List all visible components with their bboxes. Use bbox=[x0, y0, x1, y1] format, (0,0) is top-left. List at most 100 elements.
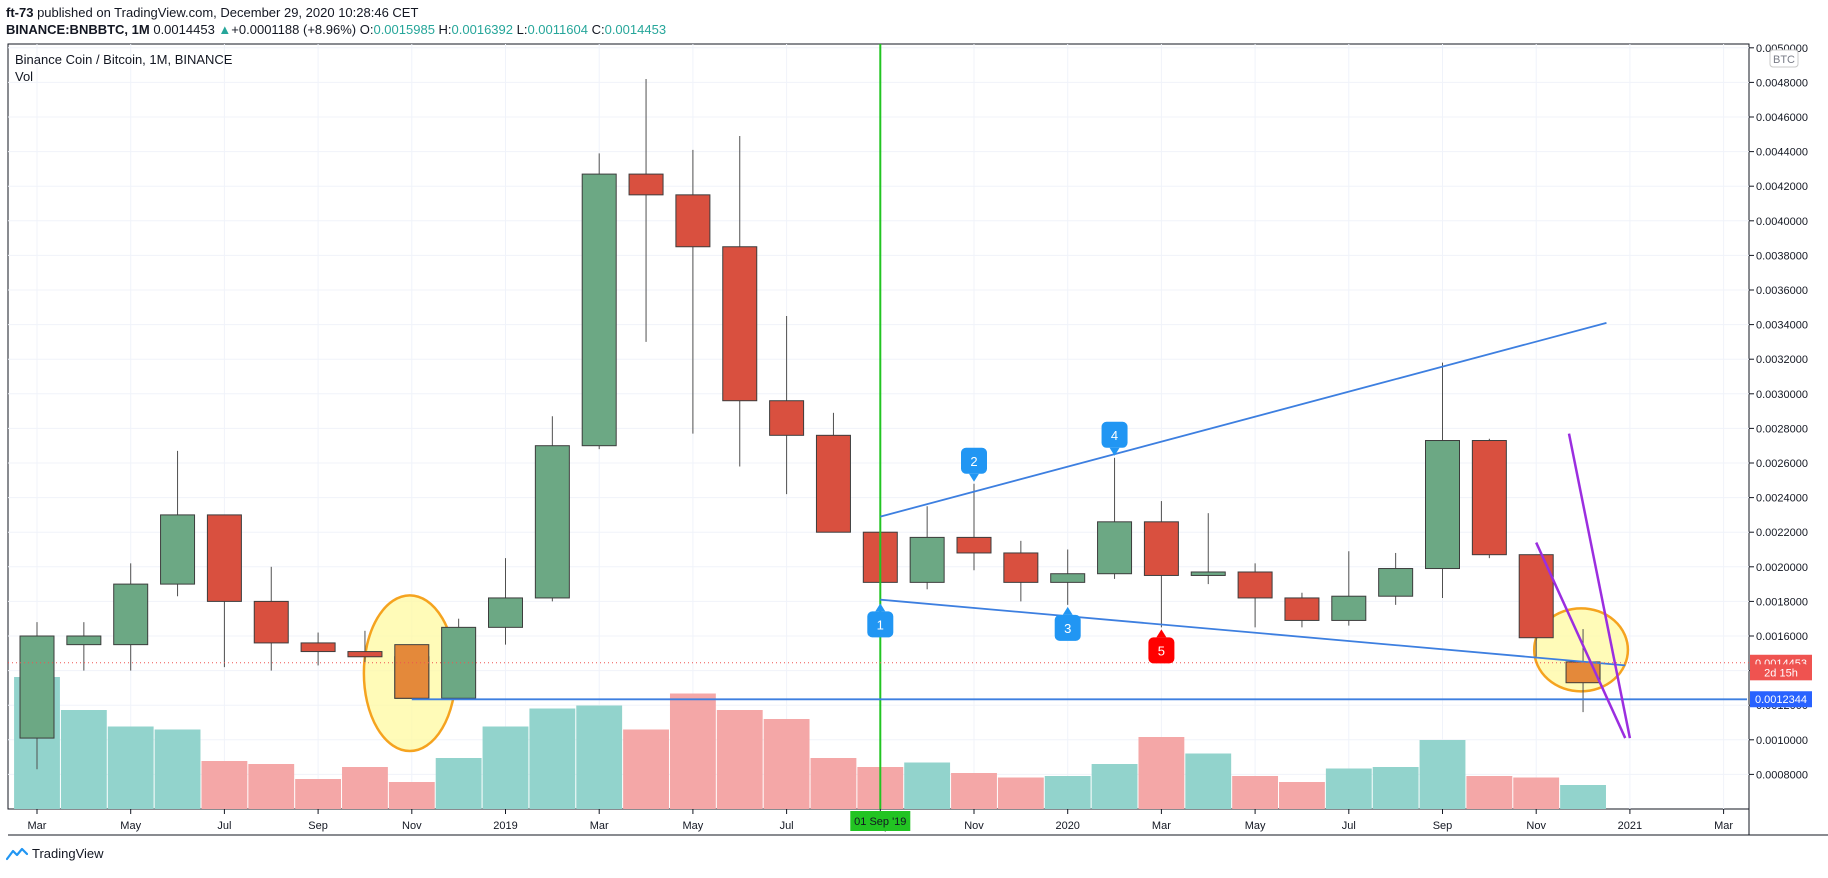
marker-pointer bbox=[1109, 447, 1120, 456]
price-axis[interactable]: 0.00080000.00100000.00120000.00140000.00… bbox=[1749, 43, 1812, 782]
y-tick-label: 0.0016000 bbox=[1756, 631, 1808, 643]
marker-pointer bbox=[969, 473, 979, 482]
x-tick-label: May bbox=[683, 820, 704, 832]
volume-bar bbox=[576, 705, 623, 809]
y-tick-label: 0.0022000 bbox=[1756, 527, 1808, 539]
marker-label: 1 bbox=[877, 617, 884, 632]
candle-body bbox=[769, 400, 805, 436]
trendline bbox=[880, 598, 1626, 667]
volume-bar bbox=[154, 729, 201, 809]
open-label: O: bbox=[359, 22, 374, 37]
close-value: 0.0014453 bbox=[604, 22, 667, 37]
candle-body bbox=[1284, 597, 1320, 621]
marker-1: 1 bbox=[867, 603, 894, 638]
candle-body bbox=[534, 445, 570, 599]
trendline bbox=[880, 322, 1607, 518]
high-label: H: bbox=[438, 22, 452, 37]
time-axis[interactable]: Mar May Jul Sep Nov 2019 Mar May Jul Sep Nov 2020 Ma… bbox=[28, 809, 1734, 832]
volume-bar bbox=[482, 726, 529, 809]
volume-bar bbox=[1138, 737, 1185, 809]
y-tick-label: 0.0028000 bbox=[1756, 423, 1808, 435]
y-tick-label: 0.0032000 bbox=[1756, 354, 1808, 366]
candle-body bbox=[628, 173, 664, 196]
low-value: 0.0011604 bbox=[527, 22, 588, 37]
price-label-text: 0.0012344 bbox=[1755, 694, 1807, 706]
volume-bar bbox=[1091, 764, 1138, 809]
x-tick-label: Nov bbox=[1526, 820, 1546, 832]
marker-badge bbox=[1101, 421, 1128, 448]
candle-body bbox=[1331, 595, 1367, 621]
candle-body bbox=[19, 635, 55, 739]
author-name[interactable]: ft-73 bbox=[6, 5, 34, 20]
x-tick-label: Mar bbox=[1714, 820, 1733, 832]
candle-body bbox=[300, 642, 336, 653]
footer-brand[interactable]: TradingView bbox=[6, 846, 104, 861]
candle-body bbox=[1050, 573, 1086, 583]
volume-bar bbox=[951, 773, 997, 809]
x-tick-label: Jul bbox=[1342, 820, 1356, 832]
candle-body bbox=[113, 583, 149, 646]
change-arrow: ▲ bbox=[218, 22, 232, 37]
marker-badge bbox=[961, 447, 987, 474]
x-tick-label: Mar bbox=[590, 820, 609, 832]
marker-pointer bbox=[1062, 606, 1073, 615]
candle-body bbox=[1471, 440, 1507, 556]
volume-bar bbox=[295, 779, 342, 809]
volume-bar bbox=[1466, 776, 1513, 809]
marker-badge bbox=[1054, 614, 1081, 641]
x-tick-label: Sep bbox=[1433, 820, 1453, 832]
x-tick-label: Nov bbox=[402, 820, 422, 832]
open-value: 0.0015985 bbox=[373, 22, 435, 37]
y-tick-label: 0.0008000 bbox=[1756, 769, 1808, 781]
publish-info: ft-73 published on TradingView.com, Dece… bbox=[6, 5, 418, 20]
plot-frame bbox=[7, 43, 1750, 810]
candle-body bbox=[956, 536, 992, 554]
candle-body bbox=[581, 173, 617, 447]
close-label: C: bbox=[591, 22, 605, 37]
candle-body bbox=[160, 514, 196, 585]
volume-bar bbox=[201, 761, 248, 809]
candle-body bbox=[441, 626, 477, 699]
y-tick-label: 0.0040000 bbox=[1756, 216, 1808, 228]
x-tick-label: 2019 bbox=[493, 820, 517, 832]
candle-body bbox=[1425, 440, 1460, 570]
candle-body bbox=[66, 635, 102, 646]
marker-badge bbox=[867, 611, 894, 638]
x-tick-label: May bbox=[1245, 820, 1266, 832]
candle-body bbox=[815, 434, 851, 533]
y-tick-label: 0.0030000 bbox=[1756, 389, 1808, 401]
trendline bbox=[1535, 542, 1627, 739]
volume-bar bbox=[1419, 740, 1466, 809]
y-tick-label: 0.0024000 bbox=[1756, 493, 1808, 505]
volume-bar bbox=[669, 693, 716, 809]
currency-badge[interactable] bbox=[1769, 49, 1799, 68]
price-label-box bbox=[1750, 664, 1812, 681]
volume-bar bbox=[1044, 776, 1091, 809]
y-tick-label: 0.0018000 bbox=[1756, 596, 1808, 608]
volume-bar bbox=[248, 764, 295, 809]
marker-3: 3 bbox=[1054, 606, 1081, 641]
marker-label: 2 bbox=[970, 454, 977, 469]
volume-bar bbox=[1560, 785, 1606, 809]
volume-label: Vol bbox=[15, 69, 33, 84]
volume-bar bbox=[342, 767, 388, 809]
symbol-label: BINANCE:BNBBTC, 1M bbox=[6, 22, 150, 37]
volume-bar bbox=[60, 710, 107, 809]
price-label-text: 2d 15h bbox=[1764, 667, 1798, 679]
y-tick-label: 0.0044000 bbox=[1756, 147, 1808, 159]
volume-bar bbox=[763, 719, 810, 809]
volume-bar bbox=[623, 729, 669, 809]
crosshair-date-label: 01 Sep '19 bbox=[854, 816, 906, 828]
volume-bar bbox=[1513, 777, 1560, 809]
y-tick-label: 0.0038000 bbox=[1756, 250, 1808, 262]
candle-body bbox=[1097, 521, 1133, 575]
volume-bar bbox=[107, 726, 154, 809]
candle-body bbox=[1190, 571, 1226, 576]
volume-bar bbox=[810, 758, 857, 809]
x-tick-label: Nov bbox=[964, 820, 984, 832]
trendlines[interactable] bbox=[8, 44, 1749, 809]
volume-bar bbox=[716, 710, 763, 809]
marker-pointer bbox=[875, 603, 886, 612]
